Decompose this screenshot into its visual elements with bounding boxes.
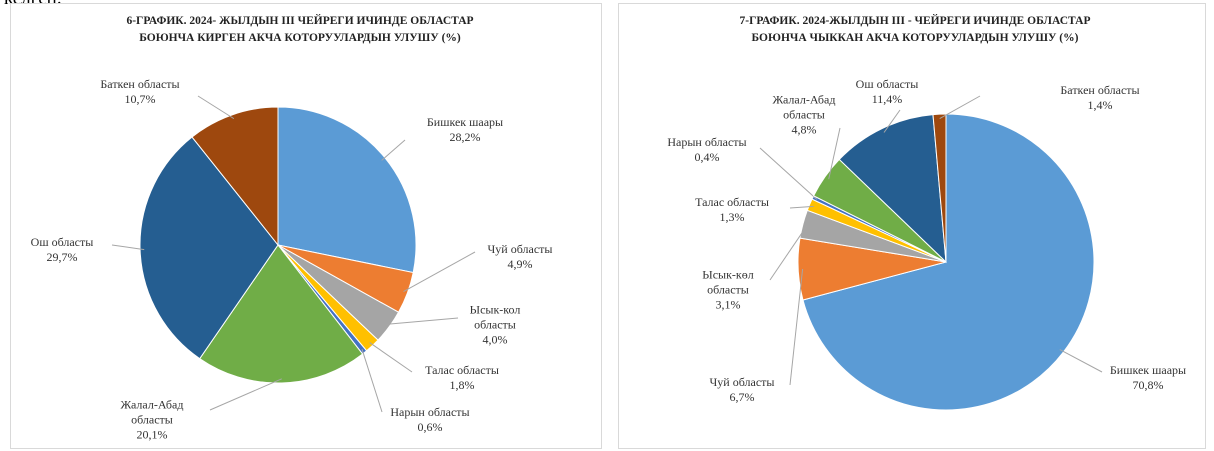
value-label: 1,8%: [449, 378, 475, 392]
leader-line: [403, 251, 476, 292]
slice-label: Жалал-Абад областы 4,8%: [762, 93, 847, 138]
chart-title: 7-ГРАФИК. 2024-ЖЫЛДЫН III - ЧЕЙРЕГИ ИЧИН…: [739, 15, 1091, 44]
slice-label: Ош областы 29,7%: [17, 235, 107, 265]
value-label: 29,7%: [46, 250, 78, 264]
value-label: 20,1%: [136, 427, 168, 442]
value-label: 10,7%: [124, 92, 156, 106]
value-label: 28,2%: [449, 130, 481, 144]
category-label: Талас областы: [695, 195, 769, 209]
category-label: Жалал-Абад областы: [772, 92, 836, 122]
slice-label: Нарын областы 0,6%: [375, 405, 485, 435]
leader-line: [381, 139, 406, 161]
category-label: Чуй областы: [487, 242, 553, 256]
category-label: Бишкек шаары: [1109, 363, 1187, 377]
pie-slice: [802, 113, 1095, 411]
category-label: Ысык-көл областы: [702, 267, 754, 297]
category-label: Баткен областы: [100, 77, 180, 91]
leader-line: [939, 95, 981, 120]
value-label: 4,9%: [507, 257, 533, 271]
slice-label: Ысык-көл областы 3,1%: [693, 268, 763, 313]
pie-slice: [932, 113, 947, 263]
leader-line: [759, 147, 818, 200]
category-label: Нарын областы: [667, 135, 747, 149]
category-label: Жалал-Абад областы: [120, 397, 184, 427]
value-label: 1,4%: [1087, 98, 1113, 112]
leader-line: [769, 224, 808, 281]
value-label: 11,4%: [871, 92, 903, 106]
slice-label: Талас областы 1,3%: [677, 195, 787, 225]
leader-line: [385, 317, 459, 325]
slice-label: Чуй областы 4,9%: [470, 242, 570, 272]
slice-label: Нарын областы 0,4%: [652, 135, 762, 165]
leader-line: [789, 268, 804, 386]
slice-label: Талас областы 1,8%: [407, 363, 517, 393]
leader-line: [828, 127, 841, 180]
value-label: 4,0%: [482, 332, 508, 347]
leader-line: [361, 349, 383, 413]
value-label: 0,6%: [417, 420, 443, 434]
leader-line: [111, 244, 145, 251]
category-label: Талас областы: [425, 363, 499, 377]
value-label: 3,1%: [715, 297, 741, 312]
value-label: 0,4%: [694, 150, 720, 164]
category-label: Чуй областы: [709, 375, 775, 389]
slice-label: Баткен областы 1,4%: [1045, 83, 1155, 113]
pie-slice: [199, 244, 364, 384]
category-label: Нарын областы: [390, 405, 470, 419]
leader-line: [883, 109, 901, 133]
slice-label: Ош областы 11,4%: [842, 77, 932, 107]
leader-line: [369, 342, 413, 373]
category-label: Бишкек шаары: [426, 115, 504, 129]
pie-slice: [191, 106, 279, 247]
category-label: Баткен областы: [1060, 83, 1140, 97]
category-label: Ысык-кол областы: [469, 302, 521, 332]
value-label: 1,3%: [719, 210, 745, 224]
chart-title: 6-ГРАФИК. 2024- ЖЫЛДЫН III ЧЕЙРЕГИ ИЧИНД…: [126, 15, 474, 44]
value-label: 70,8%: [1132, 378, 1164, 392]
slice-label: Бишкек шаары 70,8%: [1093, 363, 1203, 393]
pie-slice: [277, 106, 417, 274]
value-label: 6,7%: [729, 390, 755, 404]
slice-label: Бишкек шаары 28,2%: [410, 115, 520, 145]
leader-line: [197, 95, 235, 120]
leader-line: [1059, 349, 1103, 373]
slice-label: Жалал-Абад областы 20,1%: [110, 398, 195, 443]
pie-slice: [838, 114, 947, 264]
slice-label: Баткен областы 10,7%: [85, 77, 195, 107]
slice-label: Ысык-кол областы 4,0%: [460, 303, 530, 348]
pie-slice: [139, 136, 279, 360]
category-label: Ош областы: [30, 235, 94, 249]
category-label: Ош областы: [855, 77, 919, 91]
value-label: 4,8%: [791, 122, 817, 137]
slice-label: Чуй областы 6,7%: [692, 375, 792, 405]
leader-line: [789, 205, 814, 209]
leader-line: [209, 378, 282, 411]
